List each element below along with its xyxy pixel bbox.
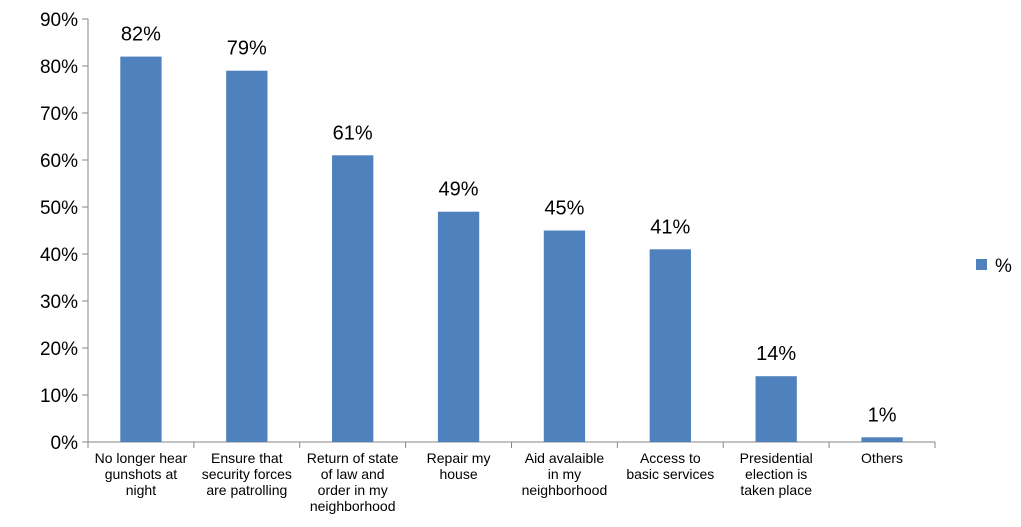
category-label: Access to basic services (626, 450, 714, 482)
category-label: No longer hear gunshots at night (95, 450, 188, 498)
category-label: Repair my house (427, 450, 491, 482)
y-tick-label: 50% (40, 198, 78, 219)
category-labels: No longer hear gunshots at night Ensure tha… (95, 450, 903, 514)
legend: % (976, 256, 1012, 277)
category-label-line: Access to (640, 450, 701, 466)
bar (755, 376, 797, 442)
legend-label: % (995, 256, 1012, 277)
bar (543, 230, 586, 442)
y-tick-label: 90% (40, 10, 78, 31)
y-tick-label: 30% (40, 292, 78, 313)
bar (120, 56, 162, 442)
category-label: Return of state of law and order in my neig… (307, 450, 399, 514)
y-tick-label: 20% (40, 339, 78, 360)
category-label-line: No longer hear (95, 450, 188, 466)
bar (226, 70, 268, 442)
category-label-line: election is (745, 466, 807, 482)
category-label-line: Repair my (427, 450, 491, 466)
data-label: 41% (650, 216, 690, 238)
category-label-line: Aid avalaible (525, 450, 605, 466)
data-label: 49% (439, 179, 479, 201)
y-tick-label: 10% (40, 386, 78, 407)
category-label-line: Presidential (740, 450, 813, 466)
category-label-line: order in my (318, 482, 388, 498)
category-label: Ensure that security forces are patrolling (202, 450, 292, 498)
y-tick-label: 40% (40, 245, 78, 266)
category-label-line: taken place (740, 482, 812, 498)
category-label: Aid avalaible in my neighborhood (522, 450, 608, 498)
category-label-line: Ensure that (211, 450, 283, 466)
category-label: Others (861, 450, 903, 466)
category-label-line: gunshots at (105, 466, 177, 482)
bar (437, 211, 480, 442)
category-label-line: neighborhood (522, 482, 608, 498)
data-label: 61% (333, 122, 373, 144)
category-label-line: are patrolling (206, 482, 287, 498)
bar (332, 155, 374, 443)
data-label: 79% (227, 38, 267, 60)
category-label-line: in my (548, 466, 581, 482)
data-label: 82% (121, 24, 161, 46)
data-label: 45% (544, 198, 584, 220)
category-label-line: house (439, 466, 477, 482)
data-labels: 82% 79% 61% 49% 45% 41% 14% 1% (121, 24, 897, 427)
y-tick-label: 0% (51, 433, 79, 454)
category-label: Presidential election is taken place (740, 450, 813, 498)
y-tick-label: 80% (40, 57, 78, 78)
y-tick-label: 70% (40, 104, 78, 125)
data-label: 1% (868, 404, 897, 426)
category-label-line: security forces (202, 466, 292, 482)
category-label-line: Others (861, 450, 903, 466)
category-label-line: basic services (626, 466, 714, 482)
category-label-line: of law and (321, 466, 385, 482)
data-label: 14% (756, 343, 796, 365)
legend-swatch (976, 259, 987, 270)
category-label-line: night (126, 482, 156, 498)
y-tick-label: 60% (40, 151, 78, 172)
bar (861, 437, 903, 442)
bar (649, 249, 691, 442)
category-label-line: neighborhood (310, 498, 396, 514)
category-label-line: Return of state (307, 450, 399, 466)
bar-series (120, 56, 903, 443)
x-axis (87, 441, 936, 448)
y-axis: 0% 10% 20% 30% 40% 50% 60% 70% 80% 90% (40, 10, 89, 454)
